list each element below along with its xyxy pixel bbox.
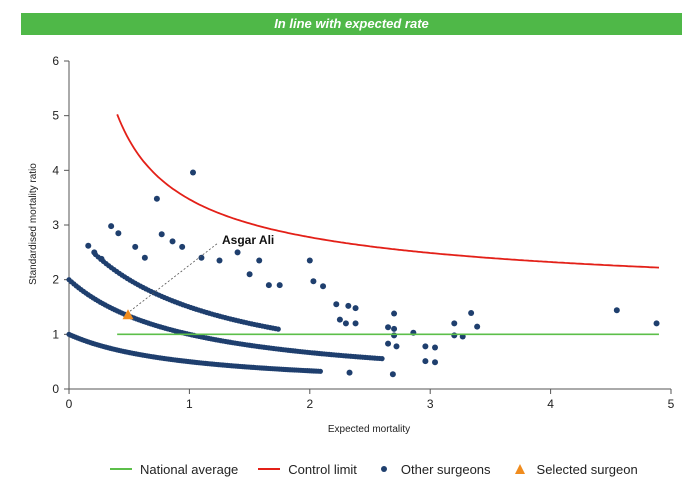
y-tick-label: 5 xyxy=(52,109,59,123)
legend: National average Control limit Other sur… xyxy=(110,460,658,478)
y-tick-label: 6 xyxy=(52,54,59,68)
surgeon-point xyxy=(391,332,398,339)
surgeon-point xyxy=(385,324,392,331)
selected-surgeon-name: Asgar Ali xyxy=(222,233,274,247)
surgeon-point xyxy=(115,230,122,237)
surgeon-point xyxy=(246,271,253,278)
surgeon-point xyxy=(216,257,223,264)
surgeon-point xyxy=(432,359,439,366)
surgeon-point xyxy=(391,325,398,332)
surgeon-point xyxy=(451,332,458,339)
legend-label-selected: Selected surgeon xyxy=(536,461,638,477)
surgeon-point xyxy=(320,283,327,290)
scatter-points xyxy=(85,169,660,378)
surgeon-point xyxy=(234,249,241,256)
legend-item-national: National average xyxy=(110,462,238,477)
surgeon-point xyxy=(432,344,439,351)
surgeon-point xyxy=(391,310,398,317)
legend-label-national: National average xyxy=(140,461,239,477)
legend-label-control: Control limit xyxy=(288,461,357,477)
surgeon-point xyxy=(613,307,620,314)
x-tick-label: 2 xyxy=(306,397,313,411)
surgeon-point xyxy=(393,343,400,350)
surgeon-point xyxy=(141,254,148,261)
surgeon-point xyxy=(345,302,352,309)
surgeon-point xyxy=(474,323,481,330)
surgeon-point xyxy=(276,282,283,289)
surgeon-point xyxy=(256,257,263,264)
surgeon-point xyxy=(275,326,281,332)
legend-swatch-selected xyxy=(514,464,525,474)
x-tick-label: 1 xyxy=(186,397,193,411)
chart-title-banner: In line with expected rate xyxy=(21,13,682,35)
surgeon-point xyxy=(346,369,353,376)
reference-lines xyxy=(116,114,660,336)
legend-swatch-control xyxy=(258,468,281,470)
surgeon-point xyxy=(265,282,272,289)
y-tick-label: 1 xyxy=(52,327,59,341)
legend-item-others: Other surgeons xyxy=(377,462,491,477)
y-tick-label: 2 xyxy=(52,273,59,287)
surgeon-point xyxy=(91,249,98,256)
x-tick-label: 4 xyxy=(547,397,554,411)
surgeon-point xyxy=(653,320,660,327)
surgeon-point xyxy=(310,278,317,285)
surgeon-point xyxy=(336,316,343,323)
surgeon-point xyxy=(132,243,139,250)
surgeon-point xyxy=(108,223,115,230)
annotation-leader xyxy=(129,242,219,312)
selected-surgeon-marker xyxy=(122,309,134,320)
legend-item-selected: Selected surgeon xyxy=(511,462,638,477)
y-tick-label: 3 xyxy=(52,218,59,232)
surgeon-point xyxy=(333,301,340,308)
surgeon-point xyxy=(422,358,429,365)
surgeon-point xyxy=(468,310,475,317)
surgeon-point xyxy=(179,243,186,250)
surgeon-point xyxy=(342,320,349,327)
x-tick-label: 5 xyxy=(668,397,675,411)
legend-item-control: Control limit xyxy=(258,462,357,477)
surgeon-point xyxy=(198,254,205,261)
annotation: Asgar Ali xyxy=(122,233,274,320)
surgeon-point xyxy=(352,305,359,312)
x-tick-label: 0 xyxy=(66,397,73,411)
surgeon-point xyxy=(98,255,105,262)
surgeon-point xyxy=(389,371,396,378)
surgeon-point xyxy=(85,242,92,249)
surgeon-point xyxy=(169,238,176,245)
curve-dots xyxy=(66,251,385,374)
surgeon-point xyxy=(422,343,429,350)
x-tick-label: 3 xyxy=(427,397,434,411)
y-tick-label: 0 xyxy=(52,382,59,396)
surgeon-point xyxy=(158,231,165,238)
surgeon-point xyxy=(190,169,197,176)
surgeon-point xyxy=(385,340,392,347)
surgeon-point xyxy=(379,356,385,362)
control-limit-line xyxy=(116,114,660,269)
legend-swatch-national xyxy=(110,468,132,470)
y-axis-label: Standardised mortality ratio xyxy=(28,163,39,285)
y-tick-label: 4 xyxy=(52,163,59,177)
legend-swatch-others xyxy=(380,466,387,472)
surgeon-point xyxy=(153,195,160,202)
x-axis-label: Expected mortality xyxy=(328,424,410,435)
surgeon-point xyxy=(306,257,313,264)
surgeon-point xyxy=(451,320,458,327)
surgeon-point xyxy=(352,320,359,327)
surgeon-point xyxy=(317,368,323,374)
legend-label-others: Other surgeons xyxy=(400,461,491,477)
